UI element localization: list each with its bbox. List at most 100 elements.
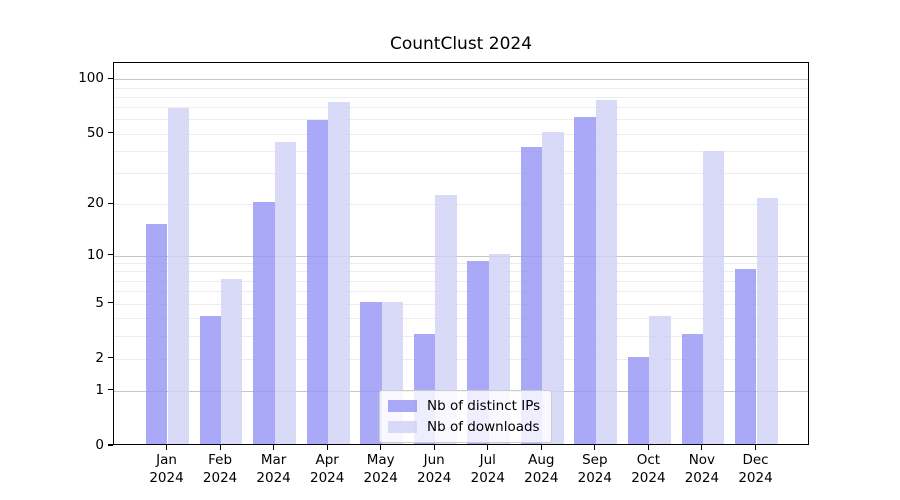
bar-nb-of-downloads-sep [595, 99, 618, 444]
x-tick-mark [487, 445, 489, 450]
x-tick-year: 2024 [417, 469, 452, 486]
x-tick-mark [594, 445, 596, 450]
x-tick-year: 2024 [310, 469, 345, 486]
y-gridline-8 [114, 271, 808, 273]
x-tick-label-sep: Sep 2024 [555, 452, 635, 487]
bar-nb-of-downloads-mar [274, 141, 296, 444]
y-tick-mark [108, 77, 113, 79]
x-tick-month: May [366, 452, 395, 468]
y-tick-label: 100 [78, 70, 104, 87]
x-tick-label-jul: Jul 2024 [448, 452, 528, 487]
bar-nb-of-distinct-ips-mar [253, 202, 275, 444]
legend-item-distinct-ips: Nb of distinct IPs [388, 398, 540, 414]
y-tick-mark [108, 444, 113, 446]
bar-nb-of-downloads-dec [756, 198, 778, 444]
x-tick-month: Aug [528, 452, 555, 468]
y-tick-label: 5 [95, 294, 104, 311]
x-tick-label-feb: Feb 2024 [180, 452, 260, 487]
x-tick-mark [326, 445, 328, 450]
bar-nb-of-downloads-feb [221, 278, 243, 444]
bar-nb-of-distinct-ips-may [360, 301, 382, 444]
y-gridline-30 [114, 173, 808, 175]
y-tick-mark [108, 302, 113, 304]
x-tick-label-jun: Jun 2024 [394, 452, 474, 487]
y-tick-mark [108, 357, 113, 359]
y-gridline-90 [114, 87, 808, 89]
x-tick-month: Apr [315, 452, 339, 468]
bar-nb-of-downloads-apr [328, 102, 350, 444]
x-tick-month: Jun [423, 452, 445, 468]
plot-area: Nb of distinct IPs Nb of downloads [113, 62, 809, 445]
x-tick-label-aug: Aug 2024 [501, 452, 581, 487]
x-tick-month: Sep [582, 452, 608, 468]
x-tick-month: Oct [636, 452, 661, 468]
x-tick-month: Dec [742, 452, 769, 468]
x-tick-label-dec: Dec 2024 [716, 452, 796, 487]
y-tick-mark [108, 132, 113, 134]
y-tick-mark [108, 253, 113, 256]
bar-nb-of-downloads-oct [649, 316, 671, 444]
x-tick-label-nov: Nov 2024 [662, 452, 742, 487]
legend: Nb of distinct IPs Nb of downloads [379, 390, 553, 443]
legend-swatch-downloads [388, 420, 417, 434]
legend-label-downloads: Nb of downloads [427, 419, 540, 435]
bar-nb-of-distinct-ips-apr [306, 120, 329, 444]
x-tick-month: Mar [260, 452, 287, 468]
x-tick-year: 2024 [738, 469, 773, 486]
x-tick-mark [754, 445, 757, 450]
x-tick-label-mar: Mar 2024 [234, 452, 314, 487]
bar-nb-of-downloads-aug [542, 131, 564, 444]
y-gridline-100 [114, 79, 808, 81]
x-tick-label-oct: Oct 2024 [608, 452, 688, 487]
x-tick-label-may: May 2024 [341, 452, 421, 487]
x-tick-year: 2024 [256, 469, 291, 486]
x-tick-mark [165, 445, 168, 450]
bar-nb-of-distinct-ips-aug [520, 147, 543, 444]
y-tick-label: 20 [86, 195, 104, 212]
x-tick-year: 2024 [470, 469, 505, 486]
y-gridline-50 [114, 133, 808, 135]
y-tick-mark [108, 389, 113, 391]
x-tick-year: 2024 [577, 469, 612, 486]
y-tick-label: 50 [86, 124, 104, 141]
x-tick-mark [647, 445, 649, 450]
bar-nb-of-downloads-jan [167, 107, 189, 444]
x-tick-mark [433, 445, 435, 450]
x-tick-month: Feb [208, 452, 233, 468]
x-tick-mark [219, 445, 221, 450]
x-tick-mark [701, 445, 703, 450]
y-gridline-4 [114, 318, 808, 320]
x-tick-mark [540, 445, 542, 450]
y-gridline-70 [114, 107, 808, 109]
chart-title: CountClust 2024 [389, 34, 533, 54]
x-tick-month: Jul [479, 452, 496, 468]
x-tick-year: 2024 [149, 469, 184, 486]
y-gridline-10 [114, 255, 808, 257]
bar-nb-of-downloads-nov [702, 150, 725, 444]
y-gridline-5 [114, 303, 808, 305]
bar-nb-of-distinct-ips-dec [735, 269, 757, 444]
legend-label-distinct-ips: Nb of distinct IPs [427, 398, 541, 414]
y-gridline-60 [114, 119, 808, 121]
x-tick-year: 2024 [363, 469, 398, 486]
x-tick-label-apr: Apr 2024 [287, 452, 367, 487]
y-tick-label: 1 [95, 381, 104, 398]
x-tick-year: 2024 [524, 469, 559, 486]
y-gridline-3 [114, 335, 808, 337]
y-gridline-7 [114, 280, 808, 282]
x-tick-mark [380, 445, 382, 450]
legend-swatch-distinct-ips [388, 399, 417, 413]
x-tick-year: 2024 [631, 469, 666, 486]
x-tick-year: 2024 [202, 469, 238, 486]
y-gridline-40 [114, 150, 808, 152]
legend-item-downloads: Nb of downloads [388, 419, 540, 435]
bar-nb-of-distinct-ips-nov [681, 333, 703, 444]
x-tick-mark [273, 445, 275, 450]
y-gridline-80 [114, 96, 808, 98]
y-gridline-6 [114, 291, 808, 293]
y-gridline-2 [114, 358, 808, 360]
bar-nb-of-distinct-ips-jan [146, 223, 168, 444]
y-gridline-9 [114, 263, 808, 264]
y-tick-label: 0 [95, 437, 104, 453]
